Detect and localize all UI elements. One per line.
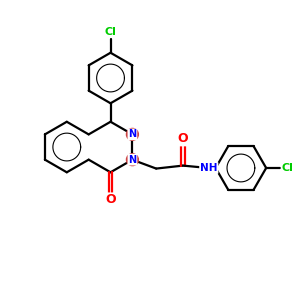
Text: NH: NH [200,163,218,173]
Text: N: N [128,129,136,140]
Circle shape [127,128,138,140]
Circle shape [127,154,138,166]
Text: Cl: Cl [105,27,116,37]
Text: O: O [105,194,116,206]
Text: Cl: Cl [282,163,293,173]
Text: N: N [128,155,136,165]
Text: O: O [178,132,188,146]
